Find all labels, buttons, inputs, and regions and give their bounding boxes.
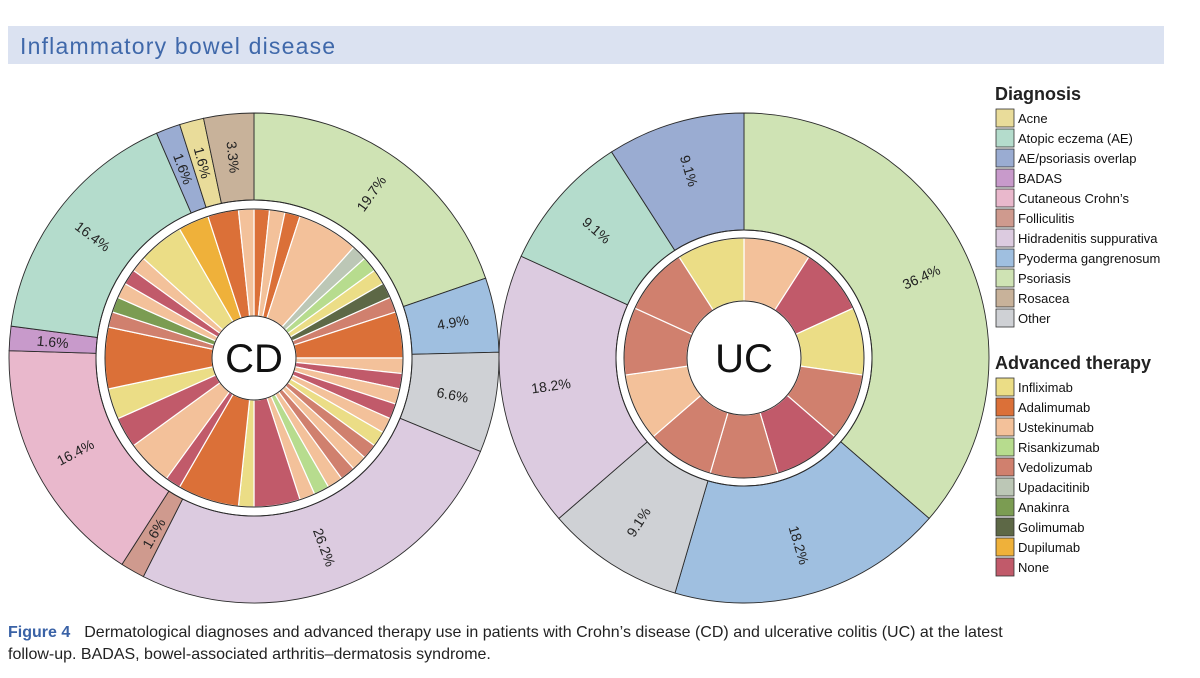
diagnosis-legend-swatch-cutaneous-crohn-s [995,188,1015,208]
diagnosis-legend-label-psoriasis: Psoriasis [1018,271,1071,286]
diagnosis-legend-label-badas: BADAS [1018,171,1062,186]
cd-ring-border [95,199,413,517]
diagnosis-legend-label-pyoderma-gangrenosum: Pyoderma gangrenosum [1018,251,1160,266]
figure-4-chart: 19.7%4.9%6.6%26.2%1.6%16.4%1.6%16.4%1.6%… [8,84,1160,604]
therapy-legend-label-ustekinumab: Ustekinumab [1018,420,1094,435]
therapy-legend-title: Advanced therapy [995,353,1151,373]
diagnosis-legend-swatch-folliculitis [995,208,1015,228]
cd-pct-label: 1.6% [191,145,215,180]
diagnosis-legend-swatch-rosacea [995,288,1015,308]
cd-pct-label: 3.3% [223,140,242,173]
diagnosis-legend-label-atopic-eczema-ae: Atopic eczema (AE) [1018,131,1133,146]
therapy-legend-label-golimumab: Golimumab [1018,520,1084,535]
diagnosis-legend-label-folliculitis: Folliculitis [1018,211,1075,226]
diagnosis-legend-label-rosacea: Rosacea [1018,291,1070,306]
section-title: Inflammatory bowel disease [20,33,337,59]
header-bar: Inflammatory bowel disease [8,26,1164,64]
donut-charts: 19.7%4.9%6.6%26.2%1.6%16.4%1.6%16.4%1.6%… [8,112,990,604]
therapy-legend-label-upadacitinib: Upadacitinib [1018,480,1090,495]
therapy-legend-swatch-golimumab [995,517,1015,537]
cd-pct-label: 1.6% [36,333,69,352]
therapy-legend-swatch-infliximab [995,377,1015,397]
diagnosis-legend-label-ae-psoriasis-overlap: AE/psoriasis overlap [1018,151,1137,166]
therapy-legend-label-risankizumab: Risankizumab [1018,440,1100,455]
therapy-legend-label-anakinra: Anakinra [1018,500,1070,515]
therapy-legend: Advanced therapy Infliximab Adalimumab Uste… [995,353,1151,577]
therapy-legend-label-adalimumab: Adalimumab [1018,400,1090,415]
cd-pct-label: 4.9% [436,312,470,333]
therapy-legend-swatch-none [995,557,1015,577]
figure-label: Figure 4 [8,624,71,641]
chart-legend: Diagnosis Acne Atopic eczema (AE) AE/psoria… [995,84,1160,577]
figure-caption: Figure 4 Dermatological diagnoses and adv… [8,622,1188,666]
uc-inner-ring-border [623,237,865,479]
therapy-legend-swatch-risankizumab [995,437,1015,457]
therapy-legend-swatch-dupilumab [995,537,1015,557]
diagnosis-legend-swatch-psoriasis [995,268,1015,288]
cd-inner-ring-border [104,208,404,508]
diagnosis-legend-label-acne: Acne [1018,111,1048,126]
diagnosis-legend-swatch-ae-psoriasis-overlap [995,148,1015,168]
therapy-legend-label-dupilumab: Dupilumab [1018,540,1080,555]
therapy-legend-label-none: None [1018,560,1049,575]
uc-center-hole [686,300,802,416]
diagnosis-legend-label-cutaneous-crohn-s: Cutaneous Crohn’s [1018,191,1130,206]
diagnosis-legend: Diagnosis Acne Atopic eczema (AE) AE/psoria… [995,84,1160,328]
diagnosis-legend-swatch-other [995,308,1015,328]
diagnosis-legend-swatch-acne [995,108,1015,128]
diagnosis-legend-swatch-pyoderma-gangrenosum [995,248,1015,268]
therapy-legend-swatch-upadacitinib [995,477,1015,497]
diagnosis-legend-label-other: Other [1018,311,1051,326]
caption-line-2: follow-up. BADAS, bowel-associated arthr… [8,646,491,663]
therapy-legend-label-infliximab: Infliximab [1018,380,1073,395]
diagnosis-legend-label-hidradenitis-suppurativa: Hidradenitis suppurativa [1018,231,1158,246]
uc-donut: 36.4%18.2%9.1%18.2%9.1%9.1%UC [498,112,990,604]
therapy-legend-swatch-vedolizumab [995,457,1015,477]
therapy-legend-label-vedolizumab: Vedolizumab [1018,460,1092,475]
uc-pct-label: 18.2% [530,375,572,396]
cd-center-label: CD [225,337,283,381]
diagnosis-legend-swatch-badas [995,168,1015,188]
therapy-legend-swatch-ustekinumab [995,417,1015,437]
cd-pct-label: 6.6% [435,384,469,406]
therapy-legend-swatch-anakinra [995,497,1015,517]
diagnosis-legend-swatch-atopic-eczema-ae [995,128,1015,148]
uc-ring-border [615,229,873,487]
diagnosis-legend-swatch-hidradenitis-suppurativa [995,228,1015,248]
caption-line-1: Dermatological diagnoses and advanced th… [84,624,1003,641]
cd-donut: 19.7%4.9%6.6%26.2%1.6%16.4%1.6%16.4%1.6%… [8,112,500,604]
cd-center-hole [211,315,297,401]
therapy-legend-swatch-adalimumab [995,397,1015,417]
uc-center-label: UC [715,337,773,381]
diagnosis-legend-title: Diagnosis [995,84,1081,104]
